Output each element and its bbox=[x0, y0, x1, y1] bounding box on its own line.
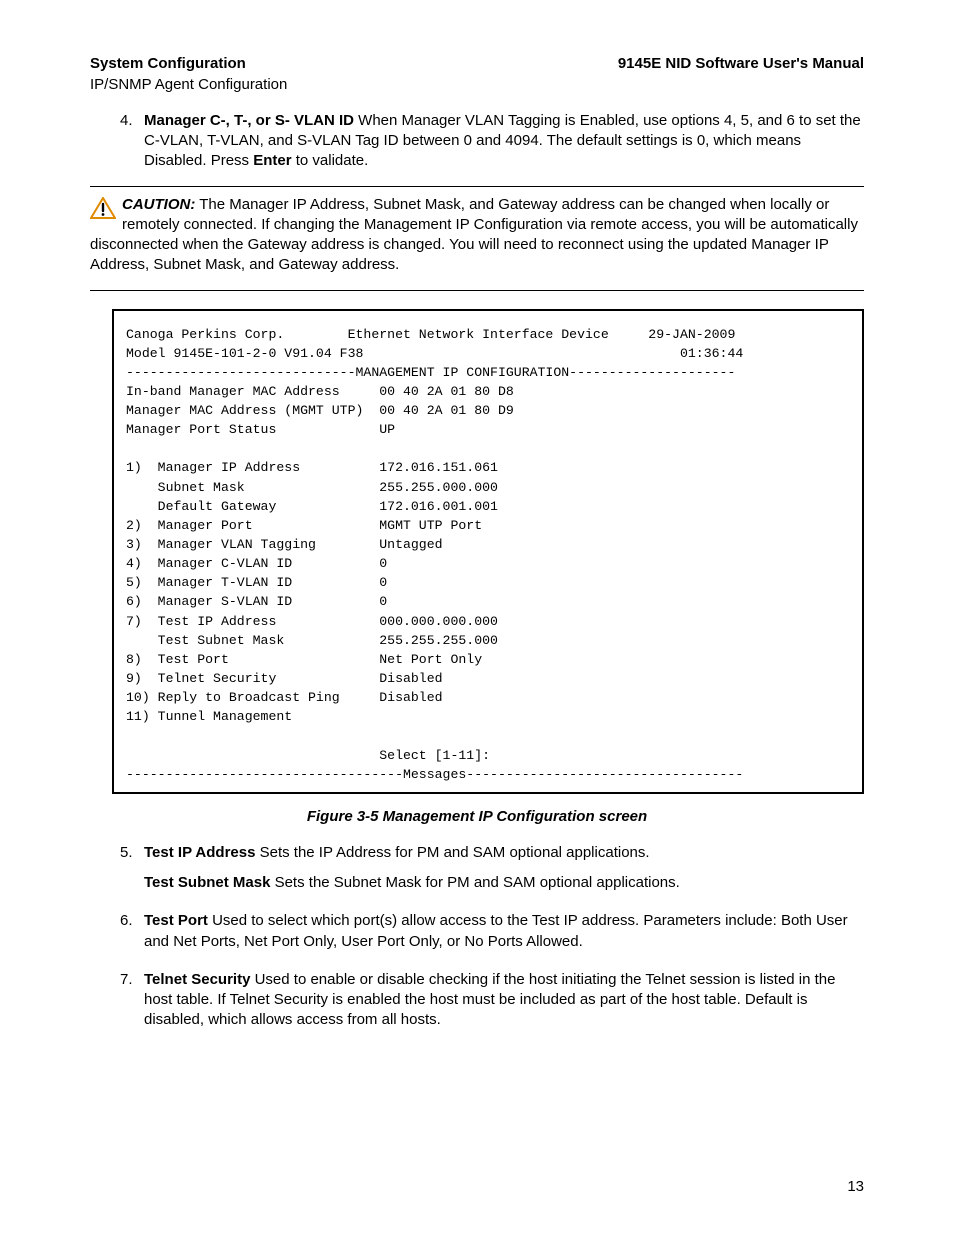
page-header: System Configuration 9145E NID Software … bbox=[90, 55, 864, 74]
enter-key: Enter bbox=[253, 152, 291, 169]
list-item-7: 7. Telnet Security Used to enable or dis… bbox=[120, 970, 864, 1031]
warning-icon bbox=[90, 197, 116, 219]
header-left-title: System Configuration bbox=[90, 55, 246, 74]
item7-title: Telnet Security bbox=[144, 971, 250, 988]
document-page: System Configuration 9145E NID Software … bbox=[0, 0, 954, 1235]
item4-text2: to validate. bbox=[292, 152, 369, 169]
divider-top bbox=[90, 186, 864, 187]
list-body: Test IP Address Sets the IP Address for … bbox=[144, 843, 864, 894]
caution-text: The Manager IP Address, Subnet Mask, and… bbox=[90, 196, 858, 274]
list-number: 4. bbox=[120, 111, 144, 172]
list-item-6: 6. Test Port Used to select which port(s… bbox=[120, 911, 864, 952]
divider-bottom bbox=[90, 290, 864, 291]
list-number: 6. bbox=[120, 911, 144, 952]
list-number: 7. bbox=[120, 970, 144, 1031]
list-number: 5. bbox=[120, 843, 144, 894]
item6-title: Test Port bbox=[144, 912, 208, 929]
list-body: Manager C-, T-, or S- VLAN ID When Manag… bbox=[144, 111, 864, 172]
header-left: System Configuration bbox=[90, 55, 246, 74]
list-item-4: 4. Manager C-, T-, or S- VLAN ID When Ma… bbox=[120, 111, 864, 172]
page-number: 13 bbox=[847, 1178, 864, 1195]
item5-text2: Sets the Subnet Mask for PM and SAM opti… bbox=[270, 874, 679, 891]
item6-text: Used to select which port(s) allow acces… bbox=[144, 912, 848, 949]
list-body: Telnet Security Used to enable or disabl… bbox=[144, 970, 864, 1031]
header-right-title: 9145E NID Software User's Manual bbox=[618, 55, 864, 74]
list-item-5: 5. Test IP Address Sets the IP Address f… bbox=[120, 843, 864, 894]
item5-title2: Test Subnet Mask bbox=[144, 874, 270, 891]
list-body: Test Port Used to select which port(s) a… bbox=[144, 911, 864, 952]
caution-block: CAUTION: The Manager IP Address, Subnet … bbox=[90, 195, 864, 276]
caution-label: CAUTION: bbox=[122, 196, 195, 213]
item5-text1: Sets the IP Address for PM and SAM optio… bbox=[255, 844, 649, 861]
figure-caption: Figure 3-5 Management IP Configuration s… bbox=[90, 808, 864, 825]
item4-title: Manager C-, T-, or S- VLAN ID bbox=[144, 112, 354, 129]
header-subtitle: IP/SNMP Agent Configuration bbox=[90, 76, 864, 93]
terminal-screenshot: Canoga Perkins Corp. Ethernet Network In… bbox=[112, 309, 864, 794]
item5-title1: Test IP Address bbox=[144, 844, 255, 861]
